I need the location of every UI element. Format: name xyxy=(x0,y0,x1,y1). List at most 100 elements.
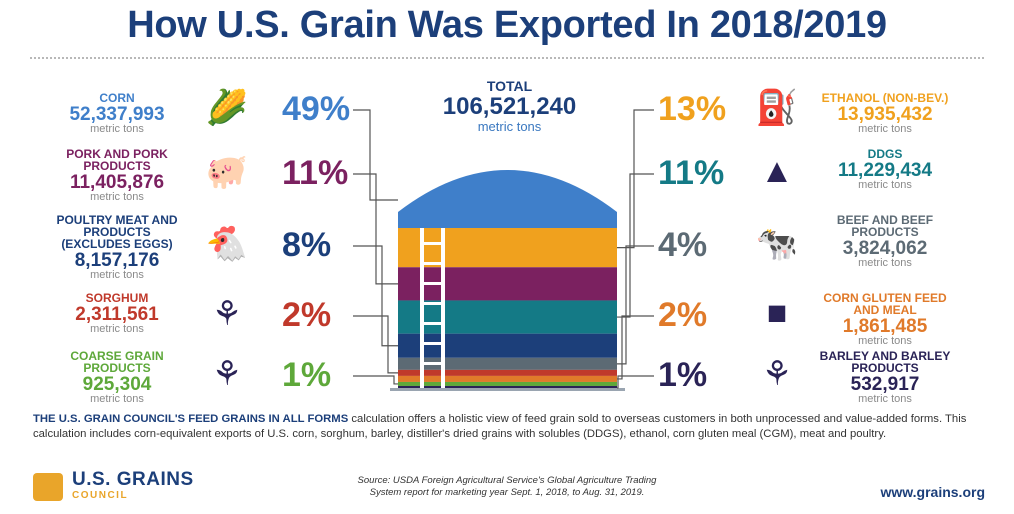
feed-bag-icon: ■ xyxy=(766,294,788,332)
cow-icon: 🐄 xyxy=(755,225,799,263)
category-value: 52,337,993 xyxy=(69,104,165,125)
silo-ladder xyxy=(420,228,445,388)
leader-line-left-0 xyxy=(353,109,398,201)
silo-dome-corn xyxy=(398,170,617,228)
category-name: POULTRY MEAT AND PRODUCTS (EXCLUDES EGGS… xyxy=(56,213,178,251)
leader-lines xyxy=(353,109,654,389)
silo-layer-right-1 xyxy=(398,300,617,334)
pig-icon: 🐖 xyxy=(205,153,249,191)
sorghum-icon: ⚘ xyxy=(211,295,243,333)
label-sorghum: SORGHUM 2,311,561 metric tons xyxy=(52,292,182,335)
category-unit: metric tons xyxy=(858,123,912,135)
leader-line-right-0 xyxy=(617,109,654,249)
category-unit: metric tons xyxy=(90,393,144,405)
category-name: CORN xyxy=(99,91,135,105)
percent-corn: 49% xyxy=(282,90,351,128)
percent-cow: 4% xyxy=(658,226,708,264)
fuel-pump-icon: ⛽ xyxy=(755,89,799,127)
total-label: TOTAL xyxy=(486,78,533,94)
category-value: 3,824,062 xyxy=(842,238,928,259)
total-block: TOTAL 106,521,240 metric tons xyxy=(422,78,597,134)
page-title: How U.S. Grain Was Exported In 2018/2019 xyxy=(127,4,887,46)
leader-line-right-3 xyxy=(617,315,654,380)
category-name: PORK AND PORK PRODUCTS xyxy=(66,147,168,173)
label-coarse-grain: COARSE GRAIN PRODUCTS 925,304 metric tons xyxy=(52,350,182,405)
category-unit: metric tons xyxy=(90,123,144,135)
logo-name: U.S. GRAINS xyxy=(72,469,194,490)
category-unit: metric tons xyxy=(90,269,144,281)
category-value: 8,157,176 xyxy=(74,250,160,271)
note-strong: THE U.S. GRAIN COUNCIL'S FEED GRAINS IN … xyxy=(33,413,349,425)
category-name: BEEF AND BEEF PRODUCTS xyxy=(836,213,934,239)
ladder-rung xyxy=(420,362,445,365)
category-value: 532,917 xyxy=(850,374,920,395)
leader-line-left-1 xyxy=(353,173,398,285)
ladder-rail-left xyxy=(420,228,424,388)
ladder-rung xyxy=(420,322,445,325)
label-feed-bag: CORN GLUTEN FEED AND MEAL 1,861,485 metric… xyxy=(810,292,960,347)
label-fuel-pump: ETHANOL (NON-BEV.) 13,935,432 metric tons xyxy=(810,92,960,135)
barley-icon: ⚘ xyxy=(761,355,793,393)
total-unit: metric tons xyxy=(477,119,542,135)
category-name: COARSE GRAIN PRODUCTS xyxy=(70,349,164,375)
percent-pig: 11% xyxy=(282,154,349,192)
label-cow: BEEF AND BEEF PRODUCTS 3,824,062 metric to… xyxy=(810,214,960,269)
silo-layer-left-3 xyxy=(398,369,617,376)
coarse-grain-icon: ⚘ xyxy=(211,355,243,393)
leader-line-right-4 xyxy=(617,375,654,389)
silo-layer-left-2 xyxy=(398,333,617,358)
percent-barley: 1% xyxy=(658,356,708,394)
silo-base xyxy=(390,388,625,391)
silo-layer-right-0 xyxy=(398,228,617,268)
category-value: 11,229,434 xyxy=(837,160,933,181)
percent-sorghum: 2% xyxy=(282,296,332,334)
silo-layers xyxy=(390,170,625,391)
percent-fuel-pump: 13% xyxy=(658,90,727,128)
ladder-rail-right xyxy=(441,228,445,388)
description-note: THE U.S. GRAIN COUNCIL'S FEED GRAINS IN … xyxy=(33,412,983,442)
percent-feed-bag: 2% xyxy=(658,296,708,334)
category-name: BARLEY AND BARLEY PRODUCTS xyxy=(819,349,951,375)
category-unit: metric tons xyxy=(90,323,144,335)
ladder-rung xyxy=(420,262,445,265)
source-line-1: Source: USDA Foreign Agricultural Servic… xyxy=(357,475,657,486)
category-name: ETHANOL (NON-BEV.) xyxy=(821,91,949,105)
category-name: CORN GLUTEN FEED AND MEAL xyxy=(823,291,947,317)
category-value: 2,311,561 xyxy=(75,304,159,325)
leader-line-left-2 xyxy=(353,245,398,347)
total-value: 106,521,240 xyxy=(442,93,577,120)
label-corn: CORN 52,337,993 metric tons xyxy=(52,92,182,135)
grain-pile-icon: ▲ xyxy=(760,152,794,190)
logo-mark-icon xyxy=(33,473,63,501)
category-unit: metric tons xyxy=(858,257,912,269)
silo-layer-left-4 xyxy=(398,381,617,386)
category-unit: metric tons xyxy=(90,191,144,203)
category-unit: metric tons xyxy=(858,393,912,405)
category-unit: metric tons xyxy=(858,335,912,347)
ladder-rung xyxy=(420,242,445,245)
category-value: 11,405,876 xyxy=(69,172,165,193)
category-value: 925,304 xyxy=(82,374,152,395)
corn-icon: 🌽 xyxy=(205,89,249,127)
category-unit: metric tons xyxy=(858,179,912,191)
ladder-rung xyxy=(420,342,445,345)
website-link[interactable]: www.grains.org xyxy=(880,484,986,500)
percent-chicken: 8% xyxy=(282,226,332,264)
category-value: 1,861,485 xyxy=(842,316,928,337)
note-text: calculation offers a holistic view of fe… xyxy=(33,413,967,440)
silo-layer-right-2 xyxy=(398,357,617,370)
category-value: 13,935,432 xyxy=(837,104,933,125)
ladder-rung xyxy=(420,282,445,285)
percent-grain-pile: 11% xyxy=(658,154,725,192)
label-barley: BARLEY AND BARLEY PRODUCTS 532,917 metric … xyxy=(810,350,960,405)
category-name: DDGS xyxy=(867,147,903,161)
label-chicken: POULTRY MEAT AND PRODUCTS (EXCLUDES EGGS… xyxy=(52,214,182,281)
label-grain-pile: DDGS 11,229,434 metric tons xyxy=(810,148,960,191)
label-pig: PORK AND PORK PRODUCTS 11,405,876 metric t… xyxy=(52,148,182,203)
percent-coarse-grain: 1% xyxy=(282,356,332,394)
source-note: Source: USDA Foreign Agricultural Servic… xyxy=(330,475,684,500)
leader-line-left-3 xyxy=(353,315,398,374)
logo-sub: COUNCIL xyxy=(72,490,129,501)
leader-line-left-4 xyxy=(353,375,398,385)
